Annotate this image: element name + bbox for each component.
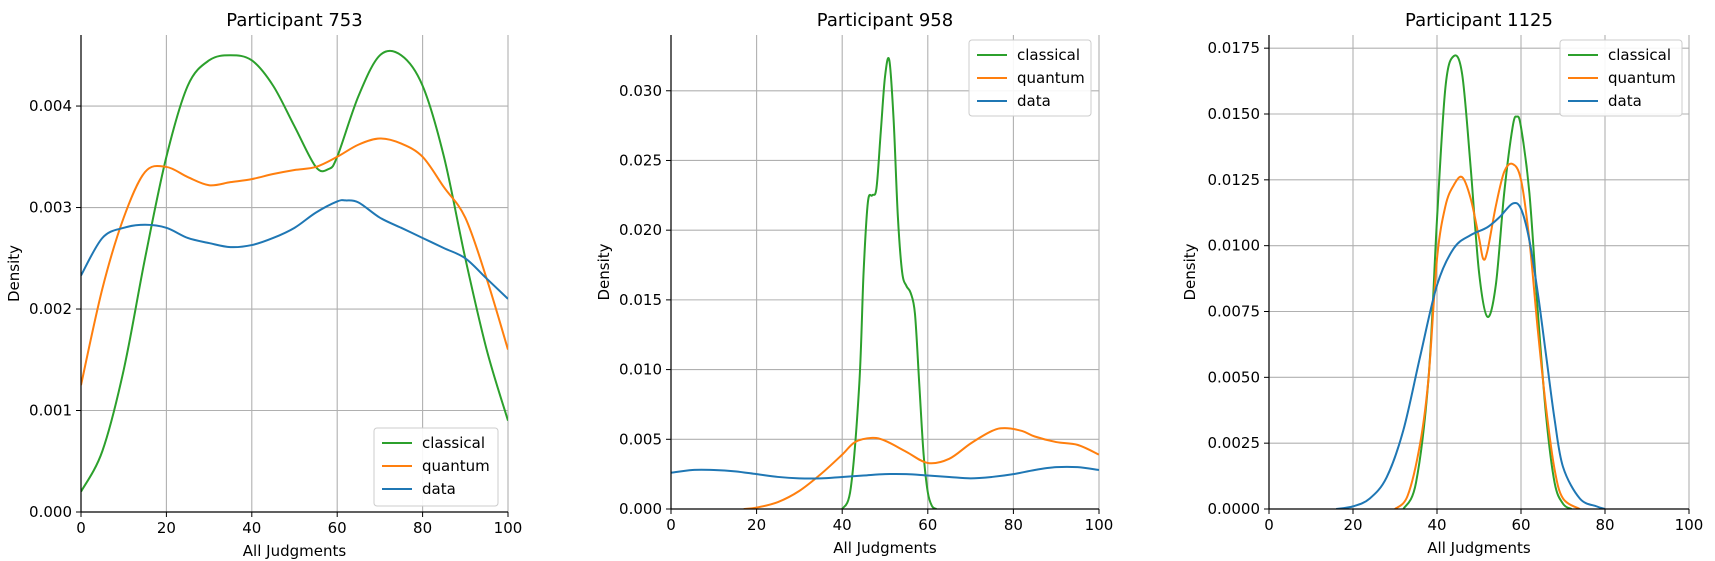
- y-tick-label: 0.0050: [1208, 368, 1261, 386]
- y-tick-label: 0.000: [619, 500, 662, 518]
- legend-box: [968, 39, 1092, 117]
- y-tick-label: 0.0150: [1208, 105, 1261, 123]
- x-tick-label: 100: [1085, 516, 1114, 534]
- series-line-classical: [1402, 54, 1572, 509]
- y-tick-label: 0.015: [619, 291, 662, 309]
- x-tick-label: 80: [1595, 516, 1614, 534]
- x-tick-label: 80: [413, 519, 432, 537]
- series-line-data: [1336, 201, 1606, 509]
- y-tick-label: 0.0075: [1208, 303, 1261, 321]
- x-tick-label: 40: [242, 519, 261, 537]
- legend: classical quantum data: [1559, 39, 1683, 117]
- y-axis-label: Density: [1181, 243, 1199, 300]
- chart-title: Participant 753: [226, 10, 362, 31]
- x-tick-label: 80: [1004, 516, 1023, 534]
- series-line-classical: [841, 57, 937, 509]
- y-tick-label: 0.0175: [1208, 39, 1261, 57]
- legend-box: [373, 427, 499, 507]
- y-tick-label: 0.030: [619, 82, 662, 100]
- x-tick-label: 20: [157, 519, 176, 537]
- legend-label-data: data: [1608, 92, 1642, 110]
- y-axis-label: Density: [5, 245, 23, 302]
- x-axis-label: All Judgments: [243, 542, 347, 560]
- legend-label-quantum: quantum: [1608, 69, 1676, 87]
- x-tick-label: 100: [1675, 516, 1704, 534]
- legend-label-classical: classical: [422, 434, 485, 452]
- y-tick-label: 0.002: [29, 300, 72, 318]
- legend-label-data: data: [422, 480, 456, 498]
- legend-label-classical: classical: [1608, 46, 1671, 64]
- x-tick-label: 100: [494, 519, 523, 537]
- panel-1: 0 20 40 60 80 100 0.000 0.001 0.002 0.003 0.004 All…: [5, 10, 522, 560]
- x-axis-label: All Judgments: [1427, 539, 1531, 557]
- y-tick-label: 0.004: [29, 97, 72, 115]
- y-tick-label: 0.005: [619, 430, 662, 448]
- chart-title: Participant 1125: [1405, 10, 1553, 31]
- x-tick-label: 20: [747, 516, 766, 534]
- series-line-quantum: [1394, 162, 1581, 509]
- legend-label-data: data: [1017, 92, 1051, 110]
- y-tick-label: 0.001: [29, 402, 72, 420]
- x-tick-label: 0: [1264, 516, 1274, 534]
- series-line-data: [81, 199, 508, 300]
- x-tick-label: 60: [918, 516, 937, 534]
- x-tick-label: 40: [1427, 516, 1446, 534]
- y-tick-label: 0.0100: [1208, 237, 1261, 255]
- legend-label-classical: classical: [1017, 46, 1080, 64]
- y-axis-label: Density: [595, 243, 613, 300]
- x-tick-label: 0: [76, 519, 86, 537]
- panel-3: 0 20 40 60 80 100 0.0000 0.0025 0.0050 0.0075 0.01…: [1181, 10, 1703, 557]
- y-tick-label: 0.0000: [1208, 500, 1261, 518]
- x-tick-label: 60: [1511, 516, 1530, 534]
- legend-label-quantum: quantum: [422, 457, 490, 475]
- legend: classical quantum data: [968, 39, 1092, 117]
- legend: classical quantum data: [373, 427, 499, 507]
- y-tick-label: 0.025: [619, 151, 662, 169]
- x-tick-label: 0: [666, 516, 676, 534]
- x-tick-label: 60: [328, 519, 347, 537]
- x-axis-label: All Judgments: [833, 539, 937, 557]
- series-line-quantum: [743, 427, 1099, 509]
- y-tick-label: 0.003: [29, 199, 72, 217]
- x-tick-label: 20: [1343, 516, 1362, 534]
- chart-title: Participant 958: [817, 10, 953, 31]
- x-tick-label: 40: [833, 516, 852, 534]
- panel-2: 0 20 40 60 80 100 0.000 0.005 0.010 0.015 0.020 0.0…: [595, 10, 1113, 557]
- series-line-classical: [81, 49, 508, 493]
- series-line-data: [671, 465, 1099, 480]
- y-tick-label: 0.020: [619, 221, 662, 239]
- y-tick-label: 0.000: [29, 503, 72, 521]
- y-tick-label: 0.0125: [1208, 171, 1261, 189]
- legend-box: [1559, 39, 1683, 117]
- series-line-quantum: [81, 137, 508, 386]
- y-tick-label: 0.0025: [1208, 434, 1261, 452]
- legend-label-quantum: quantum: [1017, 69, 1085, 87]
- y-tick-label: 0.010: [619, 361, 662, 379]
